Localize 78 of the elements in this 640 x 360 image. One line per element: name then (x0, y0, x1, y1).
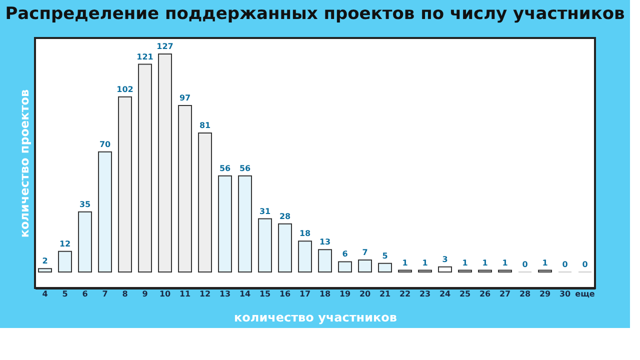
x-tick-label: еще (575, 290, 596, 298)
bar (38, 268, 52, 272)
data-label: 1 (402, 258, 408, 268)
data-label: 12 (59, 239, 71, 248)
bar (318, 249, 332, 272)
data-label: 0 (582, 260, 588, 269)
bar (378, 262, 392, 272)
data-label: 0 (562, 260, 568, 269)
bar (138, 64, 152, 272)
x-tick-label: 23 (419, 290, 431, 298)
bar (158, 54, 172, 272)
data-label: 1 (462, 258, 468, 268)
bar (58, 250, 72, 272)
x-tick-label: 7 (102, 290, 108, 298)
x-tick-label: 17 (299, 290, 311, 298)
data-label: 70 (99, 140, 111, 149)
x-tick-label: 5 (62, 290, 68, 298)
data-label: 56 (239, 164, 251, 173)
data-label: 81 (199, 120, 211, 130)
x-tick-label: 13 (219, 290, 231, 298)
x-tick-label: 22 (399, 290, 411, 298)
data-label: 97 (179, 93, 191, 102)
x-tick-label: 19 (339, 290, 351, 298)
data-label: 102 (116, 84, 134, 94)
x-tick-label: 6 (82, 290, 88, 298)
data-label: 35 (79, 200, 91, 209)
x-tick-label: 21 (379, 290, 391, 298)
data-label: 1 (542, 258, 548, 268)
bar (118, 96, 132, 272)
bar (258, 218, 272, 272)
x-tick-label: 25 (459, 290, 471, 298)
chart-title: Распределение поддержанных проектов по числу участников (5, 4, 626, 24)
x-tick-label: 27 (499, 290, 511, 298)
bar (98, 151, 112, 272)
y-axis-title: количество проектов (18, 88, 32, 238)
x-tick-label: 26 (479, 290, 491, 298)
data-label: 2 (42, 256, 48, 266)
bar (338, 261, 352, 272)
data-label: 18 (299, 229, 311, 238)
x-tick-label: 29 (539, 290, 551, 298)
bar (238, 175, 252, 272)
x-tick-label: 4 (42, 290, 48, 298)
x-tick-label: 24 (439, 290, 451, 298)
data-label: 56 (219, 164, 231, 173)
data-label: 127 (156, 42, 174, 51)
bar (298, 240, 312, 272)
x-tick-label: 12 (199, 290, 211, 298)
bar (358, 259, 372, 272)
bar (178, 104, 192, 272)
bar (78, 211, 92, 272)
data-label: 3 (442, 254, 448, 264)
x-tick-label: 9 (142, 290, 148, 298)
bar (438, 266, 452, 272)
data-label: 28 (279, 212, 291, 221)
data-label: 0 (522, 260, 528, 269)
data-label: 121 (136, 52, 154, 62)
x-axis-title: количество участников (234, 310, 398, 324)
x-tick-label: 11 (179, 290, 191, 298)
data-label: 31 (259, 206, 271, 216)
data-label: 6 (342, 250, 348, 259)
x-tick-label: 8 (122, 290, 128, 298)
x-tick-label: 14 (239, 290, 251, 298)
x-tick-label: 30 (559, 290, 571, 298)
x-tick-label: 10 (159, 290, 171, 298)
data-label: 1 (422, 258, 428, 268)
x-tick-label: 16 (279, 290, 291, 298)
data-label: 7 (362, 248, 368, 257)
x-tick-label: 18 (319, 290, 331, 298)
bar (278, 223, 292, 272)
data-label: 13 (319, 238, 331, 247)
x-tick-label: 15 (259, 290, 271, 298)
data-label: 1 (502, 258, 508, 268)
bar (218, 175, 232, 272)
x-tick-label: 28 (519, 290, 531, 298)
data-label: 5 (382, 251, 388, 260)
x-tick-label: 20 (359, 290, 371, 298)
bar (198, 132, 212, 272)
data-label: 1 (482, 258, 488, 268)
